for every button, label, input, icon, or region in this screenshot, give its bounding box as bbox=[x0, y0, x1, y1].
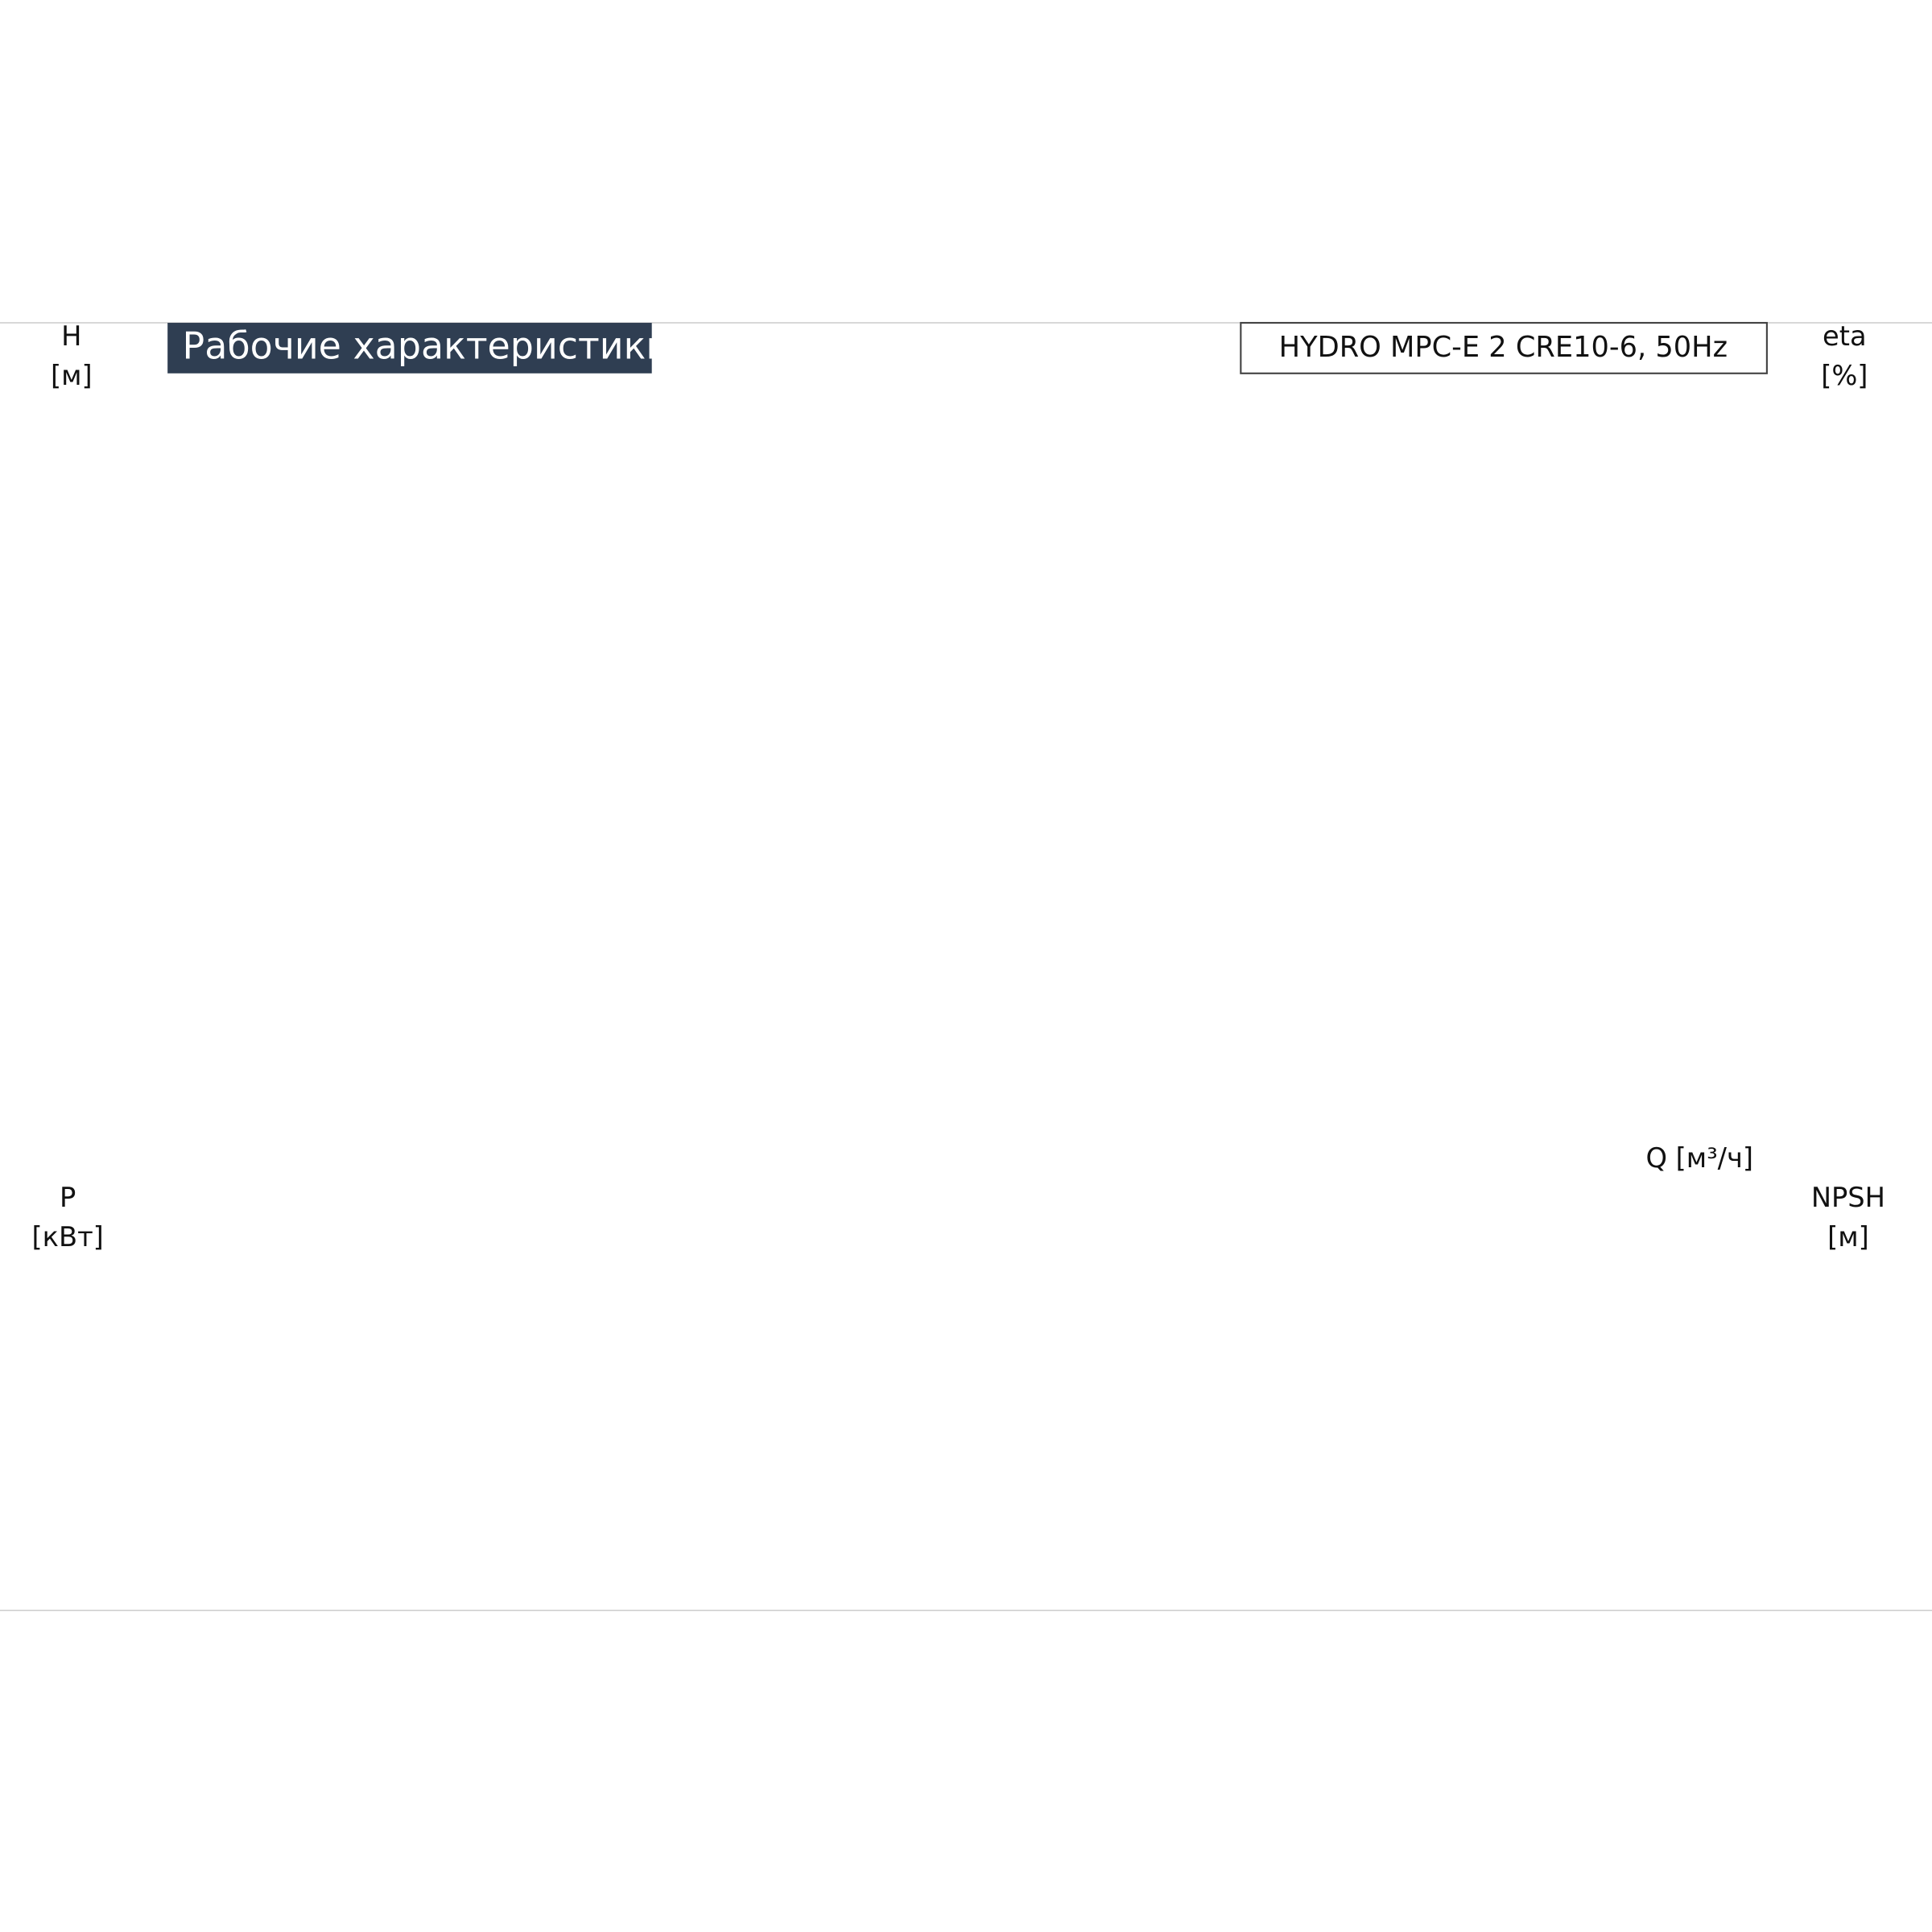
y-axis-unit: [м] bbox=[51, 360, 93, 391]
model-box bbox=[1240, 321, 1768, 374]
y2-axis-label: NPSH bbox=[1811, 1182, 1885, 1213]
y-axis-label: H bbox=[61, 320, 81, 352]
y2-axis-unit: [%] bbox=[1821, 360, 1868, 391]
y-axis-label: P bbox=[60, 1182, 76, 1213]
text-layer: Рабочие характеристики HYDRO MPC-E 2 CRE… bbox=[32, 320, 1885, 1253]
chart-title: Рабочие характеристики bbox=[183, 324, 671, 368]
y2-axis-unit: [м] bbox=[1827, 1221, 1869, 1253]
x-axis-label: Q [м³/ч] bbox=[1645, 1142, 1753, 1174]
model-name: HYDRO MPC-E 2 CRE10-6, 50Hz bbox=[1279, 331, 1728, 364]
y2-axis-label: eta bbox=[1823, 320, 1867, 352]
y-axis-unit: [кВт] bbox=[32, 1221, 104, 1253]
title-box bbox=[167, 323, 652, 374]
